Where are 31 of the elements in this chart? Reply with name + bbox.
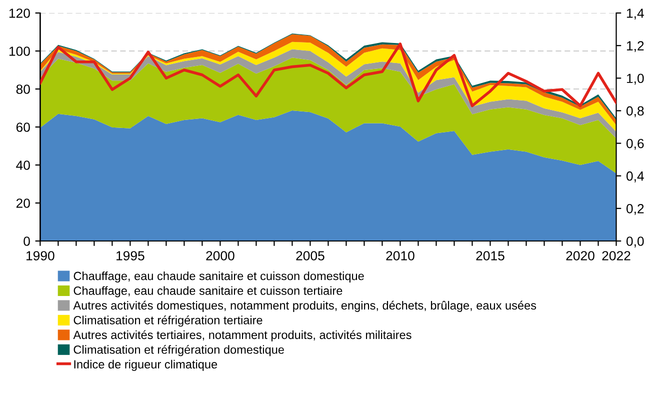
y2-tick-label: 0,8 (626, 106, 644, 118)
y-tick-label: 80 (16, 84, 30, 94)
y-tick-label: 0 (24, 236, 30, 246)
y2-tick-label: 0,0 (626, 236, 644, 248)
y2-tick-label: 0,4 (626, 171, 644, 182)
legend-label: Climatisation et réfrigération domestique (74, 344, 284, 356)
x-tick-label: 2022 (602, 251, 630, 260)
legend-label: Chauffage, eau chaude sanitaire et cuisson tertiaire (74, 286, 342, 298)
y-tick-label: 60 (16, 122, 30, 132)
x-tick-label: 1995 (116, 251, 144, 260)
y-tick-label: 40 (16, 160, 30, 170)
y2-tick-label: 0,2 (626, 204, 644, 215)
y-tick-label: 100 (9, 46, 30, 56)
y-tick-label: 120 (9, 8, 30, 18)
y2-tick-label: 0,6 (626, 138, 644, 150)
x-tick-label: 2020 (566, 251, 594, 260)
y-tick-label: 20 (16, 198, 30, 208)
x-tick-label: 2015 (476, 251, 504, 260)
x-tick-label: 2010 (386, 251, 414, 260)
y2-tick-label: 1,2 (626, 41, 644, 52)
x-tick-label: 2005 (296, 251, 324, 260)
line-series (40, 42, 616, 108)
x-tick-label: 2000 (206, 251, 234, 260)
y2-tick-label: 1,4 (626, 8, 644, 20)
legend-label: Climatisation et réfrigération tertiaire (74, 316, 262, 327)
legend-label: Indice de rigueur climatique (74, 360, 218, 371)
legend-label: Autres activités tertiaires, notamment produits, activités militaires (73, 330, 412, 342)
x-tick-label: 1990 (26, 251, 54, 260)
legend-label: Autres activités domestiques, notamment produits, engins, déchets, brûlage, eaux usées (73, 300, 536, 312)
y2-tick-label: 1,0 (626, 74, 644, 85)
legend-label: Chauffage, eau chaude sanitaire et cuisson domestique (74, 271, 364, 282)
